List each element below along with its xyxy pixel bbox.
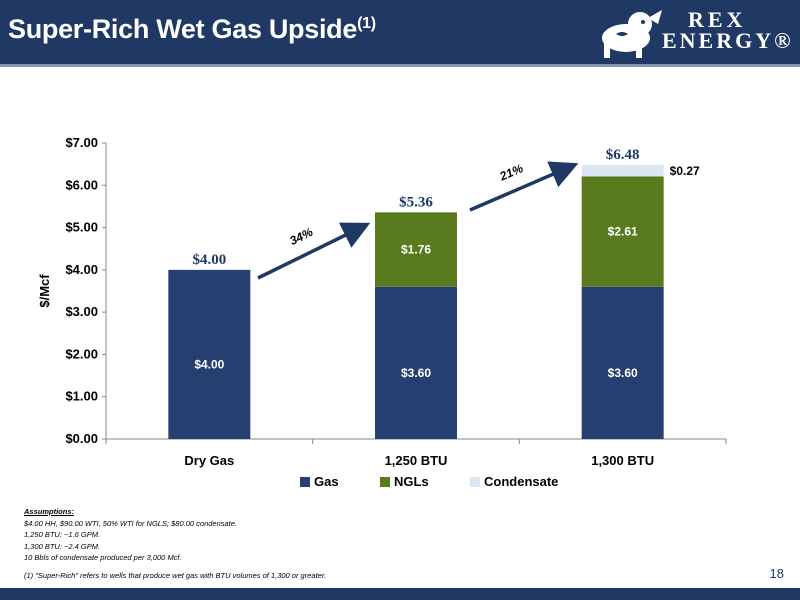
header-bar xyxy=(0,0,800,64)
data-label: $3.60 xyxy=(608,366,638,380)
y-axis-label: $/Mcf xyxy=(37,274,52,308)
total-label: $5.36 xyxy=(399,194,433,210)
x-tick-label: Dry Gas xyxy=(184,453,234,468)
logo-word-energy: ENERGY® xyxy=(662,28,794,53)
total-label: $6.48 xyxy=(606,147,640,163)
x-tick-label: 1,250 BTU xyxy=(385,453,448,468)
footnote: (1) "Super-Rich" refers to wells that pr… xyxy=(24,571,327,580)
assumption-line: $4.00 HH, $90.00 WTI, 50% WTI for NGLS; … xyxy=(24,518,238,528)
data-label: $4.00 xyxy=(194,357,224,371)
y-tick-label: $7.00 xyxy=(65,135,98,150)
legend-swatch xyxy=(300,477,310,487)
y-tick-label: $5.00 xyxy=(65,220,98,235)
data-label: $3.60 xyxy=(401,366,431,380)
bar-segment-ngls xyxy=(581,176,664,287)
legend-swatch xyxy=(380,477,390,487)
logo-word-rex: REX xyxy=(688,7,747,32)
y-tick-label: $3.00 xyxy=(65,304,98,319)
y-tick-label: $4.00 xyxy=(65,262,98,277)
y-tick-label: $6.00 xyxy=(65,177,98,192)
x-tick-label: 1,300 BTU xyxy=(591,453,654,468)
growth-label: 21% xyxy=(497,161,526,184)
bar-segment-condensate xyxy=(581,164,664,177)
page-number: 18 xyxy=(769,566,784,581)
slide-title: Super-Rich Wet Gas Upside(1) xyxy=(8,14,376,45)
growth-arrow xyxy=(257,222,371,280)
growth-arrow xyxy=(469,161,579,212)
data-label: $2.61 xyxy=(608,225,638,239)
assumption-line: 10 Bbls of condensate produced per 3,000… xyxy=(24,553,182,562)
y-tick-label: $1.00 xyxy=(65,389,98,404)
y-tick-label: $2.00 xyxy=(65,346,98,361)
total-label: $4.00 xyxy=(192,252,226,268)
header-divider xyxy=(0,64,800,67)
assumption-line: 1,250 BTU: ~1.6 GPM. xyxy=(24,530,101,539)
assumption-line: 1,300 BTU: ~2.4 GPM. xyxy=(24,541,101,551)
assumptions-block: Assumptions: $4.00 HH, $90.00 WTI, 50% W… xyxy=(24,506,584,564)
assumptions-heading: Assumptions: xyxy=(24,507,75,516)
bar-segment-gas xyxy=(375,286,457,439)
bar-segment-gas xyxy=(581,286,664,439)
legend-label: NGLs xyxy=(394,474,429,489)
data-label: $0.27 xyxy=(670,164,700,178)
title-superscript: (1) xyxy=(357,15,376,32)
y-tick-label: $0.00 xyxy=(65,431,98,446)
legend-label: Condensate xyxy=(484,474,558,489)
stacked-bar-chart: $0.00 $1.00 $2.00 $3.00 $4.00 $5.00 $6.00 $7.00… xyxy=(37,135,727,489)
legend-label: Gas xyxy=(314,474,339,489)
bar-segment-gas xyxy=(168,269,251,439)
slide-title-text: Super-Rich Wet Gas Upside xyxy=(8,14,358,44)
data-label: $1.76 xyxy=(401,243,431,257)
legend-swatch xyxy=(470,477,480,487)
footer-bar xyxy=(0,588,800,600)
rex-energy-logo: REX ENERGY® xyxy=(596,4,792,60)
growth-label: 34% xyxy=(287,225,315,248)
bar-segment-ngls xyxy=(375,212,457,287)
lion-emblem-icon xyxy=(602,10,662,58)
